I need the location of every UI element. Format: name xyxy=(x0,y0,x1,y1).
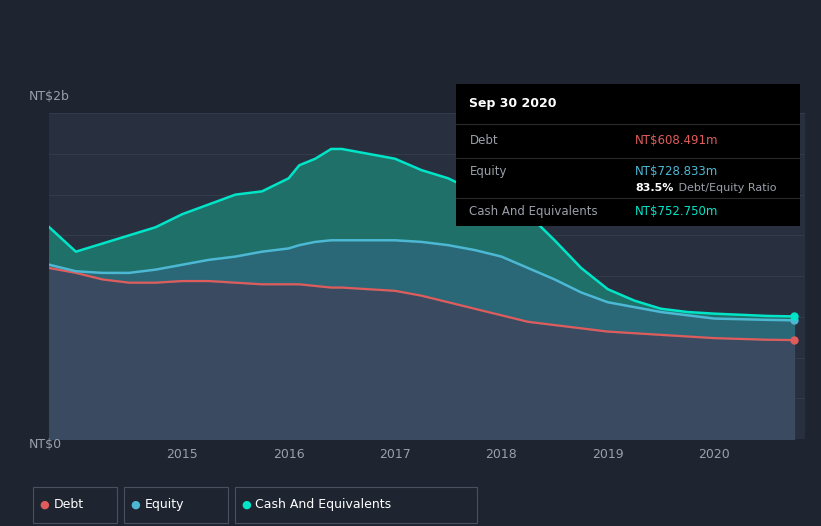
Text: ●: ● xyxy=(39,500,49,510)
Text: 83.5%: 83.5% xyxy=(635,183,673,193)
Text: NT$2b: NT$2b xyxy=(29,89,70,103)
Text: ●: ● xyxy=(131,500,140,510)
Text: NT$728.833m: NT$728.833m xyxy=(635,165,718,178)
Text: NT$608.491m: NT$608.491m xyxy=(635,135,718,147)
Text: NT$752.750m: NT$752.750m xyxy=(635,206,718,218)
Text: Debt: Debt xyxy=(470,135,498,147)
Text: Sep 30 2020: Sep 30 2020 xyxy=(470,97,557,110)
Text: NT$0: NT$0 xyxy=(29,438,62,451)
Text: Equity: Equity xyxy=(470,165,507,178)
Text: Debt/Equity Ratio: Debt/Equity Ratio xyxy=(675,183,776,193)
Text: Cash And Equivalents: Cash And Equivalents xyxy=(255,499,392,511)
Text: Cash And Equivalents: Cash And Equivalents xyxy=(470,206,598,218)
Text: Debt: Debt xyxy=(53,499,84,511)
Text: Equity: Equity xyxy=(144,499,184,511)
Text: ●: ● xyxy=(241,500,251,510)
